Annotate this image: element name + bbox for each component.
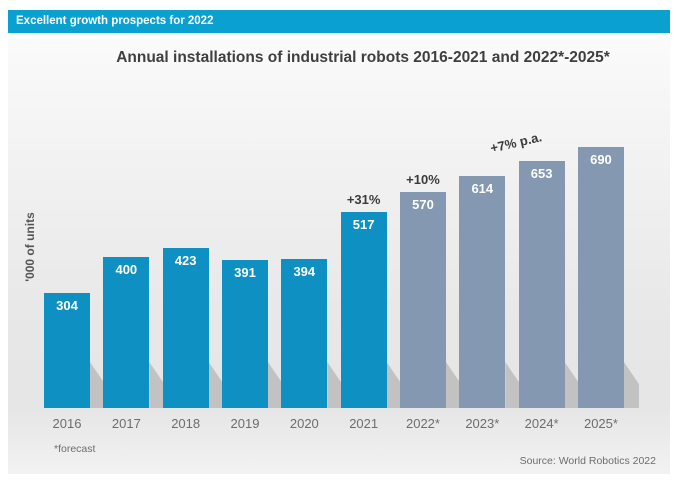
bar-shadow xyxy=(623,362,639,408)
bar-2017: 400 xyxy=(103,257,150,408)
bar-column-2017: 400 2017 xyxy=(103,147,165,431)
bar-value-label: 423 xyxy=(174,253,197,268)
chart-title: Annual installations of industrial robot… xyxy=(116,49,610,66)
bar-value-label: 391 xyxy=(234,265,256,280)
x-tick-label: 2020 xyxy=(289,416,319,431)
y-axis-label-text: '000 of units xyxy=(23,212,37,282)
x-tick-label: 2025* xyxy=(583,416,618,431)
bar-value-label: 570 xyxy=(412,197,434,212)
slide-background: Excellent growth prospects for 2022 Annu… xyxy=(8,10,670,474)
bar-2020: 394 xyxy=(281,259,328,408)
bar-column-2025: 690 2025* xyxy=(577,147,639,431)
header-banner: Excellent growth prospects for 2022 xyxy=(8,10,670,33)
bar-column-2023: 614 2023* xyxy=(459,147,521,431)
growth-annotation: +10% xyxy=(406,172,440,187)
growth-annotation: +7% p.a. xyxy=(488,129,543,156)
growth-annotation: +31% xyxy=(346,192,381,207)
x-tick-label: 2024* xyxy=(524,416,559,431)
bar-2021: 517 xyxy=(340,212,387,408)
bar-column-2024: 653 2024* +7% p.a. xyxy=(488,129,580,431)
bar-value-label: 394 xyxy=(293,264,316,279)
bar-2023: 614 xyxy=(459,176,506,408)
bar-column-2020: 394 2020 xyxy=(281,147,343,431)
bar-2019: 391 xyxy=(221,260,268,408)
bar-column-2021: 517 2021 +31% xyxy=(340,147,402,431)
bar-value-label: 517 xyxy=(352,217,375,232)
bar-2018: 423 xyxy=(162,248,209,408)
x-tick-label: 2022* xyxy=(405,416,440,431)
plot-area: 304 2016 400 2017 423 2018 391 2019 394 2020 517 20… xyxy=(44,129,639,431)
bar-value-label: 614 xyxy=(471,181,494,196)
bar-2024: 653 xyxy=(518,161,565,408)
header-banner-text: Excellent growth prospects for 2022 xyxy=(16,15,214,27)
footnote: *forecast xyxy=(54,443,96,455)
bar-value-label: 400 xyxy=(115,262,138,277)
bar-value-label: 690 xyxy=(590,152,612,167)
bar-value-label: 653 xyxy=(530,166,553,181)
x-tick-label: 2018 xyxy=(171,416,201,431)
x-tick-label: 2017 xyxy=(111,416,141,431)
x-tick-label: 2023* xyxy=(465,416,500,431)
x-tick-label: 2019 xyxy=(230,416,260,431)
source-credit: Source: World Robotics 2022 xyxy=(519,455,656,467)
bar-2022: 570 xyxy=(399,192,446,408)
bar-2016: 304 xyxy=(44,293,90,408)
x-tick-label: 2016 xyxy=(52,416,82,431)
bar-value-label: 304 xyxy=(56,298,78,313)
x-tick-label: 2021 xyxy=(349,416,379,431)
bar-2025: 690 xyxy=(577,147,624,408)
bar-column-2019: 391 2019 xyxy=(221,147,283,431)
bar-column-2016: 304 2016 xyxy=(44,147,105,431)
bar-column-2022: 570 2022* +10% xyxy=(399,147,461,431)
bar-column-2018: 423 2018 xyxy=(162,147,224,431)
